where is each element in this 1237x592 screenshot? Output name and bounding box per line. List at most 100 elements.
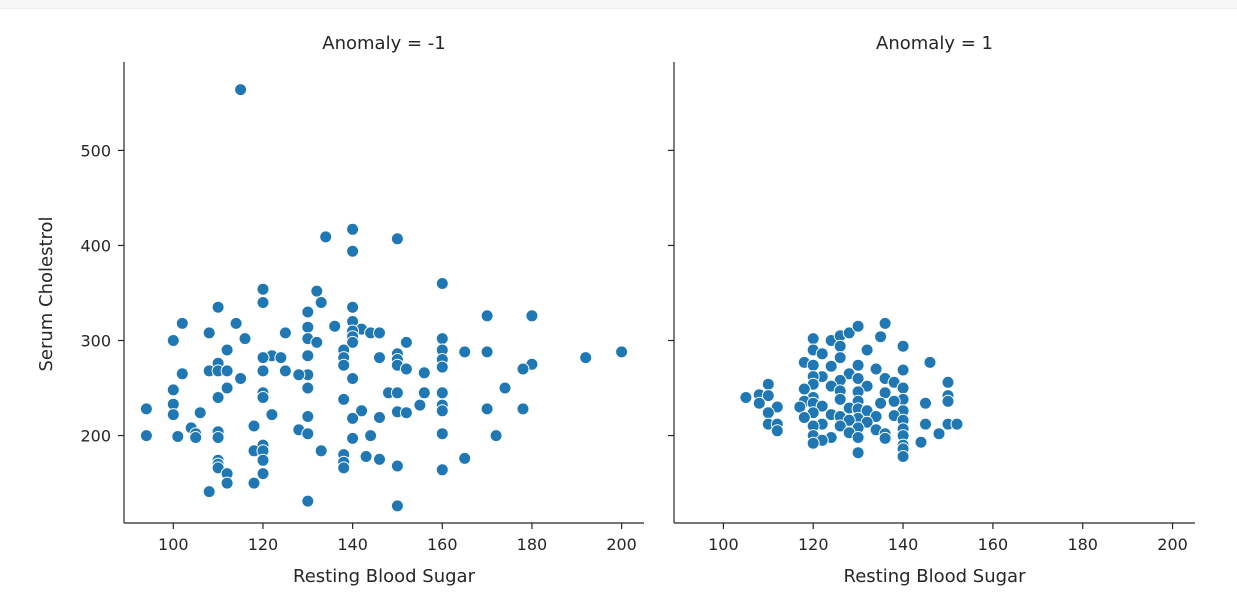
data-point <box>193 406 207 420</box>
data-point <box>458 345 472 359</box>
data-point <box>346 244 360 258</box>
data-point <box>941 394 955 408</box>
data-point <box>435 332 449 346</box>
data-point <box>833 392 847 406</box>
data-point <box>919 396 932 410</box>
data-point <box>301 305 315 319</box>
data-point <box>896 450 910 463</box>
data-point <box>806 436 820 450</box>
data-point <box>435 404 449 418</box>
data-point <box>851 431 865 444</box>
panels-group: Anomaly = -1 100 120 140 160 180 200 200 300 400 5… <box>80 33 1195 587</box>
data-point <box>525 309 539 323</box>
data-point <box>234 372 248 385</box>
data-point <box>806 332 820 346</box>
data-point <box>390 459 404 473</box>
data-point <box>139 402 153 416</box>
data-point <box>770 424 784 438</box>
data-point <box>278 326 292 340</box>
y-tick-label: 200 <box>80 427 111 446</box>
window-top-strip <box>0 0 1237 9</box>
data-point <box>314 444 328 458</box>
panel-title: Anomaly = -1 <box>322 33 445 54</box>
data-point <box>435 463 449 477</box>
y-tick-label: 400 <box>80 236 111 255</box>
data-point <box>301 494 315 508</box>
data-point <box>238 332 252 346</box>
data-point <box>815 347 829 361</box>
data-point <box>247 419 261 433</box>
x-tick-label: 120 <box>248 535 279 554</box>
data-point <box>851 372 865 385</box>
data-point <box>896 363 910 377</box>
data-point <box>851 319 865 333</box>
x-tick-label: 200 <box>606 535 637 554</box>
data-point <box>202 485 216 499</box>
data-point <box>896 339 910 353</box>
data-point <box>346 431 360 445</box>
data-point <box>878 316 892 330</box>
data-point <box>390 386 404 400</box>
data-point <box>301 320 315 334</box>
data-point <box>579 351 593 365</box>
data-point <box>337 392 351 406</box>
data-point <box>480 402 494 416</box>
data-point <box>860 343 874 357</box>
y-tick-label: 500 <box>80 141 111 160</box>
data-point <box>761 389 775 403</box>
data-point <box>480 345 494 359</box>
data-point <box>824 359 838 373</box>
data-point <box>851 446 865 460</box>
data-point <box>435 386 449 400</box>
points-group <box>739 316 964 463</box>
data-point <box>256 453 270 467</box>
data-point <box>833 339 847 353</box>
data-point <box>417 386 431 400</box>
data-point <box>399 335 413 349</box>
data-point <box>458 451 472 465</box>
data-point <box>941 375 955 389</box>
data-point <box>171 430 185 443</box>
data-point <box>878 431 892 445</box>
data-point <box>292 368 306 382</box>
data-point <box>319 230 333 244</box>
data-point <box>310 335 324 349</box>
data-point <box>256 467 270 481</box>
panel-title: Anomaly = 1 <box>876 33 993 54</box>
data-point <box>278 364 292 378</box>
data-point <box>373 411 386 424</box>
data-point <box>175 367 189 381</box>
data-point <box>869 362 883 376</box>
data-point <box>874 396 888 410</box>
data-point <box>166 334 180 347</box>
data-point <box>256 391 270 404</box>
data-point <box>435 427 449 441</box>
x-tick-label: 100 <box>158 535 189 554</box>
x-tick-label: 120 <box>798 535 829 554</box>
data-point <box>310 284 324 298</box>
data-point <box>189 431 203 444</box>
data-point <box>337 358 351 372</box>
data-point <box>761 406 775 420</box>
data-point <box>435 360 449 374</box>
data-point <box>247 476 261 490</box>
data-point <box>373 452 386 466</box>
data-point <box>166 408 180 422</box>
data-point <box>265 408 279 422</box>
data-point <box>211 300 225 314</box>
data-point <box>498 381 512 395</box>
data-point <box>417 366 431 380</box>
data-point <box>211 431 225 444</box>
data-point <box>355 404 369 418</box>
data-point <box>435 277 449 290</box>
data-point <box>256 282 270 296</box>
x-axis-label: Resting Blood Sugar <box>844 566 1027 587</box>
data-point <box>516 362 530 376</box>
data-point <box>301 349 315 363</box>
panel-1: Anomaly = -1 100 120 140 160 180 200 200 300 400 5… <box>80 33 644 587</box>
data-point <box>328 319 342 333</box>
data-point <box>797 411 811 424</box>
data-point <box>919 417 932 431</box>
x-tick-label: 200 <box>1157 535 1188 554</box>
